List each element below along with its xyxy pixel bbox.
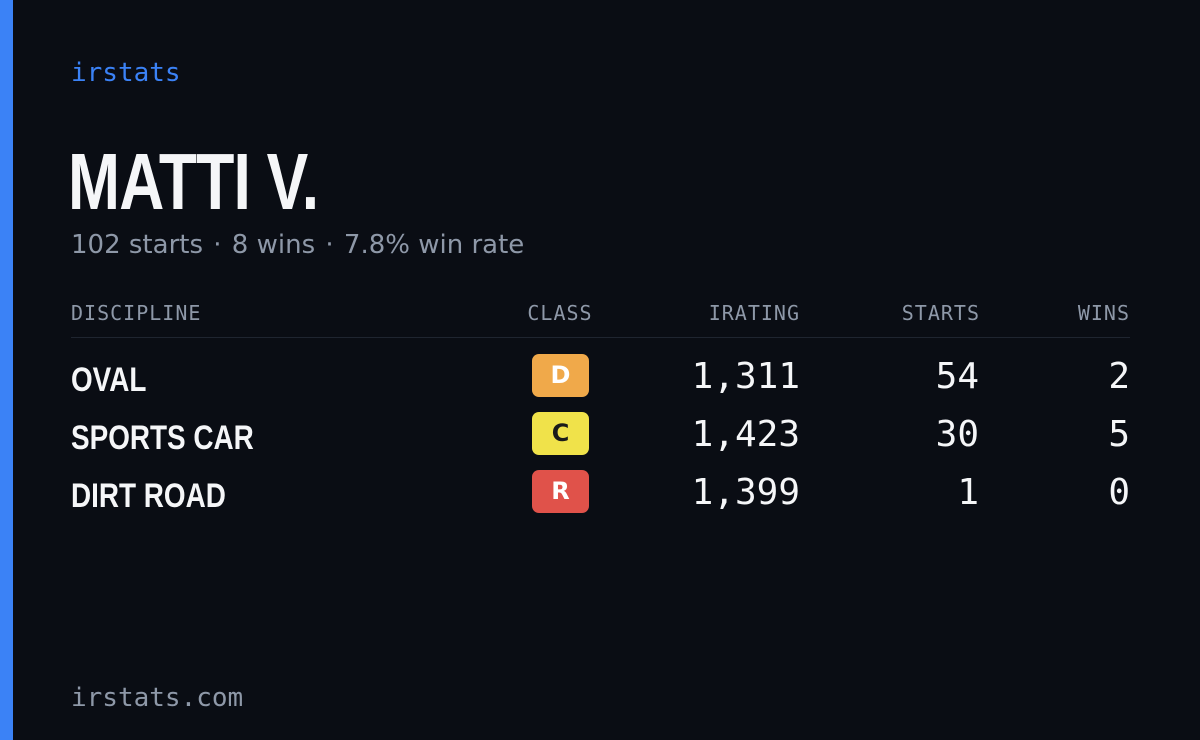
driver-summary: 102 starts · 8 wins · 7.8% win rate [71,228,524,262]
discipline-label: SPORTS CAR [71,419,254,457]
class-badge: D [532,354,589,397]
starts-value: 1 [957,472,979,513]
header-class: CLASS [527,301,593,325]
table-row-sports-car: SPORTS CAR C 1,423 30 5 [0,412,1200,470]
summary-separator: · [325,230,334,260]
summary-separator: · [213,230,222,260]
wins-value: 2 [1108,356,1130,397]
class-badge: R [532,470,589,513]
table-row-dirt-road: DIRT ROAD R 1,399 1 0 [0,470,1200,528]
summary-win-rate: 7.8% win rate [343,230,525,260]
starts-value: 54 [935,356,979,397]
discipline-label: OVAL [71,361,147,399]
header-divider [71,337,1130,338]
brand-logo[interactable]: irstats [71,58,181,88]
irating-value: 1,423 [691,414,800,455]
wins-value: 0 [1108,472,1130,513]
class-badge: C [532,412,589,455]
summary-starts: 102 starts [71,230,203,260]
starts-value: 30 [935,414,979,455]
table-row-oval: OVAL D 1,311 54 2 [0,354,1200,412]
irating-value: 1,311 [691,356,800,397]
accent-bar [0,0,13,740]
discipline-label: DIRT ROAD [71,477,226,515]
header-irating: IRATING [708,301,800,325]
irating-value: 1,399 [691,472,800,513]
driver-name: MATTI V. [68,137,319,226]
header-starts: STARTS [901,301,980,325]
wins-value: 5 [1108,414,1130,455]
header-discipline: DISCIPLINE [71,301,202,325]
summary-wins: 8 wins [231,230,316,260]
footer-url[interactable]: irstats.com [71,683,244,713]
header-wins: WINS [1077,301,1130,325]
